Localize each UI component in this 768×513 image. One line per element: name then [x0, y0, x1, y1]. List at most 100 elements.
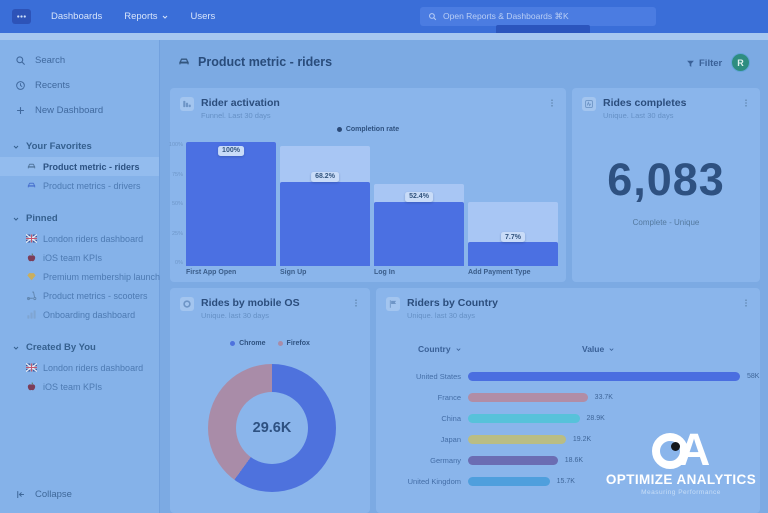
panel-title: Rider activation: [201, 97, 280, 109]
country-bar[interactable]: [468, 456, 558, 465]
column-header-value[interactable]: Value: [582, 344, 615, 354]
sidebar-item-product-metrics-drivers[interactable]: Product metrics - drivers: [0, 176, 159, 195]
collapse-icon: [15, 489, 26, 500]
sidebar-item-london-riders-dashboard[interactable]: London riders dashboard: [0, 358, 159, 377]
funnel-value-chip: 7.7%: [501, 232, 525, 243]
collapse-label: Collapse: [35, 489, 72, 500]
sidebar-action-new-dashboard[interactable]: New Dashboard: [0, 98, 159, 123]
panel-menu-icon[interactable]: [351, 297, 361, 309]
country-value: 19.2K: [572, 435, 592, 443]
nav-item-dashboards[interactable]: Dashboards: [51, 11, 102, 22]
donut-center-label: 29.6K: [236, 392, 308, 464]
country-label: Japan: [440, 435, 461, 444]
chevron-down-icon: [608, 346, 615, 353]
sidebar-item-onboarding-dashboard[interactable]: Onboarding dashboard: [0, 305, 159, 324]
funnel-bar-completed[interactable]: [280, 181, 370, 266]
sidebar-item-ios-team-kpis[interactable]: iOS team KPIs: [0, 248, 159, 267]
legend-item-completion-rate[interactable]: Completion rate: [336, 126, 399, 133]
country-bar[interactable]: [468, 372, 740, 381]
y-tick-label: 50%: [171, 201, 183, 207]
country-value: 18.6K: [564, 456, 584, 464]
sidebar-item-label: Product metrics - drivers: [43, 180, 141, 191]
avatar-initial: R: [737, 57, 744, 68]
funnel-bar-completed[interactable]: [468, 242, 558, 266]
funnel-chart-icon: [180, 97, 194, 111]
watermark-title: OPTIMIZE ANALYTICS: [605, 472, 757, 487]
panel-title: Rides by mobile OS: [201, 297, 300, 309]
funnel-step-add-payment-type: 7.7% Add Payment Type: [468, 142, 558, 276]
country-bar[interactable]: [468, 414, 580, 423]
search-icon: [429, 13, 437, 21]
top-nav: Dashboards Reports Users Open Reports & Da…: [0, 0, 768, 33]
country-row-france: France 33.7K: [376, 387, 752, 408]
panel-menu-icon[interactable]: [741, 297, 751, 309]
sidebar-collapse-button[interactable]: Collapse: [15, 489, 72, 500]
y-tick-label: 0%: [175, 260, 183, 266]
country-row-japan: Japan 19.2K: [376, 429, 752, 450]
panel-menu-icon[interactable]: [547, 97, 557, 109]
funnel-y-axis: 100% 75% 50% 25% 0%: [168, 142, 183, 266]
user-avatar[interactable]: R: [731, 53, 750, 72]
sidebar-item-premium-membership-launch[interactable]: Premium membership launch: [0, 267, 160, 286]
sidebar-item-london-riders-dashboard[interactable]: London riders dashboard: [0, 229, 159, 248]
legend-dot: [277, 341, 283, 346]
optimize-analytics-watermark: A OPTIMIZE ANALYTICS Measuring Performan…: [597, 419, 765, 496]
sidebar-item-ios-team-kpis[interactable]: iOS team KPIs: [0, 377, 159, 396]
funnel-step-label: Sign Up: [280, 269, 307, 276]
column-header-country[interactable]: Country: [418, 344, 462, 354]
funnel-step-first-app-open: 100% First App Open: [186, 142, 276, 276]
uk-flag-icon: [26, 233, 37, 244]
panel-subtitle: Unique. Last 30 days: [603, 111, 674, 121]
panel-title: Rides completes: [603, 97, 687, 109]
nav-item-reports[interactable]: Reports: [124, 11, 168, 22]
sidebar-sections: Your Favorites Product metric - riders Pro…: [0, 136, 160, 396]
funnel-step-sign-up: 68.2% Sign Up: [280, 142, 370, 276]
page-title: Product metric - riders: [177, 55, 332, 69]
country-row-china: China 28.9K: [376, 408, 752, 429]
country-bar[interactable]: [468, 393, 588, 402]
sidebar-section-header-created-by-you[interactable]: Created By You: [0, 337, 159, 358]
subnav-strip: [0, 33, 768, 40]
filter-button[interactable]: Filter: [686, 58, 722, 69]
sidebar-item-label: iOS team KPIs: [43, 252, 103, 263]
nav-item-label: Reports: [124, 11, 158, 22]
legend-item-chrome[interactable]: Chrome: [230, 340, 266, 347]
legend-dot: [230, 341, 236, 346]
sidebar-item-product-metrics-scooters[interactable]: Product metrics - scooters: [0, 286, 159, 305]
sidebar-action-recents[interactable]: Recents: [0, 73, 159, 98]
sidebar-section-title: Pinned: [26, 213, 58, 224]
y-tick-label: 75%: [171, 171, 183, 178]
country-bar-track: 15.7K: [468, 477, 740, 486]
page-title-text: Product metric - riders: [198, 55, 333, 69]
country-bar[interactable]: [468, 435, 566, 444]
sidebar-item-product-metric-riders[interactable]: Product metric - riders: [0, 157, 159, 176]
chevron-down-icon: [12, 215, 20, 223]
sidebar-section-header-your-favorites[interactable]: Your Favorites: [0, 136, 159, 157]
country-label: United Kingdom: [407, 477, 461, 486]
legend-dot: [336, 127, 342, 132]
country-label: United States: [415, 372, 461, 381]
global-search-input[interactable]: Open Reports & Dashboards ⌘K: [420, 7, 656, 26]
funnel-bar-completed[interactable]: [374, 201, 464, 266]
funnel-step-label: Log In: [374, 269, 395, 276]
app-grid-icon[interactable]: [12, 9, 31, 24]
funnel-plot: 100% First App Open 68.2% Sign Up 52.4% Log I…: [186, 142, 558, 276]
donut-chart[interactable]: 29.6K: [208, 364, 336, 492]
y-tick-label: 100%: [168, 142, 183, 148]
sidebar-item-label: Onboarding dashboard: [43, 309, 136, 320]
sidebar: Search Recents New Dashboard Your Favorite…: [0, 40, 160, 513]
sidebar-section-header-pinned[interactable]: Pinned: [0, 208, 159, 229]
country-bar[interactable]: [468, 477, 550, 486]
chevron-down-icon: [455, 346, 462, 353]
donut-chart-icon: [180, 297, 194, 311]
scooter-icon: [26, 290, 37, 301]
nav-item-users[interactable]: Users: [191, 11, 216, 22]
legend-item-firefox[interactable]: Firefox: [277, 340, 310, 347]
funnel-bar-completed[interactable]: [186, 142, 276, 266]
sidebar-action-search[interactable]: Search: [0, 48, 159, 73]
panel-title: Riders by Country: [407, 297, 499, 309]
country-value: 58K: [747, 372, 760, 380]
column-label: Value: [582, 344, 605, 354]
panel-menu-icon[interactable]: [741, 97, 751, 109]
